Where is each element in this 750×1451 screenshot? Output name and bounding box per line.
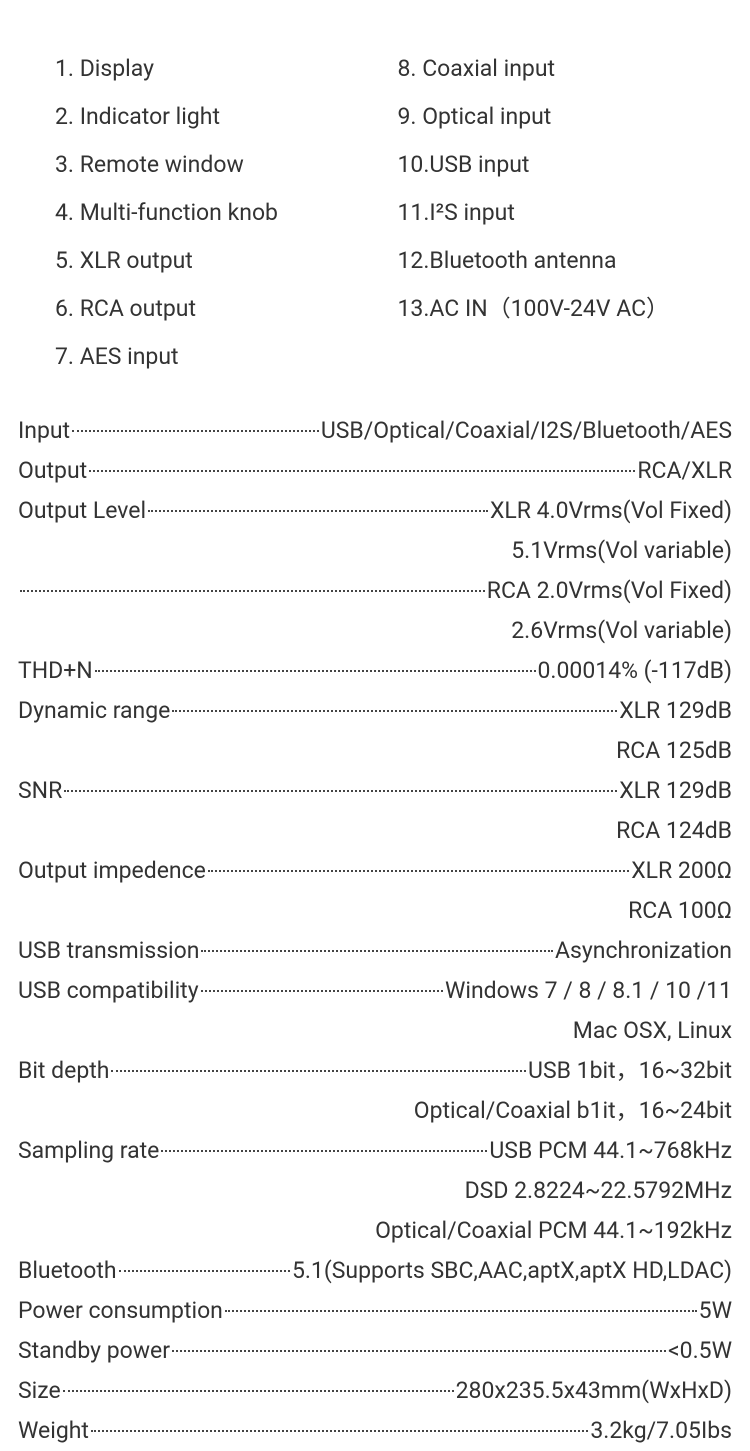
spec-row: Power consumption 5W (18, 1291, 732, 1331)
part-item: 1. Display (55, 45, 378, 93)
dot-leader (201, 990, 443, 992)
parts-list: 1. Display 2. Indicator light 3. Remote … (0, 0, 750, 411)
spec-row: Weight 3.2kg/7.05Ibs (18, 1411, 732, 1451)
spec-row: Size 280x235.5x43mm(WxHxD) (18, 1371, 732, 1411)
spec-label: Output (18, 451, 87, 491)
spec-value: XLR 4.0Vrms(Vol Fixed) (490, 491, 732, 531)
spec-value: 0.00014% (-117dB) (538, 651, 733, 691)
spec-label: Sampling rate (18, 1131, 159, 1171)
parts-column-left: 1. Display 2. Indicator light 3. Remote … (55, 45, 378, 381)
spec-value: USB/Optical/Coaxial/I2S/Bluetooth/AES (321, 411, 732, 451)
part-item: 2. Indicator light (55, 93, 378, 141)
spec-value-continuation: RCA 125dB (18, 731, 732, 771)
dot-leader (63, 1390, 454, 1392)
spec-label: Power consumption (18, 1291, 223, 1331)
spec-label: THD+N (18, 651, 93, 691)
dot-leader (64, 790, 617, 792)
spec-value: Windows 7 / 8 / 8.1 / 10 /11 (445, 971, 732, 1011)
dot-leader (95, 670, 536, 672)
spec-row: Standby power <0.5W (18, 1331, 732, 1371)
spec-value: USB PCM 44.1~768kHz (489, 1131, 732, 1171)
parts-column-right: 8. Coaxial input 9. Optical input 10.USB… (378, 45, 721, 381)
spec-value: 5W (699, 1291, 732, 1331)
spec-row: Output Level XLR 4.0Vrms(Vol Fixed) (18, 491, 732, 531)
spec-value-continuation: Mac OSX, Linux (18, 1011, 732, 1051)
part-item: 9. Optical input (398, 93, 721, 141)
part-item: 13.AC IN（100V-24V AC） (398, 285, 721, 333)
part-item: 12.Bluetooth antenna (398, 237, 721, 285)
spec-value-continuation: 2.6Vrms(Vol variable) (18, 611, 732, 651)
spec-value: Asynchronization (555, 931, 732, 971)
spec-label: USB transmission (18, 931, 199, 971)
spec-label: Weight (18, 1411, 89, 1451)
spec-label: SNR (18, 771, 62, 811)
dot-leader (201, 950, 553, 952)
spec-row: Output RCA/XLR (18, 451, 732, 491)
spec-value-continuation: RCA 100Ω (18, 891, 732, 931)
spec-row: Input USB/Optical/Coaxial/I2S/Bluetooth/A… (18, 411, 732, 451)
dot-leader (208, 870, 629, 872)
dot-leader (172, 710, 617, 712)
dot-leader (161, 1150, 487, 1152)
dot-leader (111, 1070, 526, 1072)
dot-leader (148, 510, 488, 512)
spec-value-continuation: RCA 124dB (18, 811, 732, 851)
spec-row: THD+N 0.00014% (-117dB) (18, 651, 732, 691)
spec-row: USB transmission Asynchronization (18, 931, 732, 971)
spec-row: Sampling rate USB PCM 44.1~768kHz (18, 1131, 732, 1171)
spec-value-continuation: Optical/Coaxial b1it，16~24bit (18, 1091, 732, 1131)
dot-leader (20, 590, 485, 592)
part-item: 11.I²S input (398, 189, 721, 237)
spec-value: RCA 2.0Vrms(Vol Fixed) (487, 571, 732, 611)
part-item: 8. Coaxial input (398, 45, 721, 93)
dot-leader (91, 1430, 588, 1432)
spec-value: 5.1(Supports SBC,AAC,aptX,aptX HD,LDAC) (292, 1251, 732, 1291)
dot-leader (72, 430, 319, 432)
spec-label: Dynamic range (18, 691, 170, 731)
spec-row: RCA 2.0Vrms(Vol Fixed) (18, 571, 732, 611)
spec-value: XLR 129dB (619, 771, 732, 811)
spec-value: USB 1bit，16~32bit (528, 1051, 732, 1091)
spec-label: Bit depth (18, 1051, 109, 1091)
part-item: 5. XLR output (55, 237, 378, 285)
dot-leader (119, 1270, 290, 1272)
spec-row: Dynamic range XLR 129dB (18, 691, 732, 731)
spec-row: Bit depth USB 1bit，16~32bit (18, 1051, 732, 1091)
spec-row: Bluetooth 5.1(Supports SBC,AAC,aptX,aptX … (18, 1251, 732, 1291)
spec-value: <0.5W (668, 1331, 732, 1371)
specs-table: Input USB/Optical/Coaxial/I2S/Bluetooth/A… (0, 411, 750, 1451)
spec-label: Size (18, 1371, 61, 1411)
dot-leader (225, 1310, 697, 1312)
dot-leader (172, 1350, 666, 1352)
spec-value-continuation: Optical/Coaxial PCM 44.1~192kHz (18, 1211, 732, 1251)
spec-row: Output impedence XLR 200Ω (18, 851, 732, 891)
spec-label: USB compatibility (18, 971, 199, 1011)
part-item: 3. Remote window (55, 141, 378, 189)
spec-value-continuation: 5.1Vrms(Vol variable) (18, 531, 732, 571)
dot-leader (89, 470, 635, 472)
spec-value: XLR 200Ω (631, 851, 732, 891)
part-item: 10.USB input (398, 141, 721, 189)
spec-label: Input (18, 411, 70, 451)
spec-row: SNR XLR 129dB (18, 771, 732, 811)
spec-value: 280x235.5x43mm(WxHxD) (456, 1371, 732, 1411)
spec-row: USB compatibility Windows 7 / 8 / 8.1 / … (18, 971, 732, 1011)
spec-label: Output impedence (18, 851, 206, 891)
spec-value-continuation: DSD 2.8224~22.5792MHz (18, 1171, 732, 1211)
spec-value: RCA/XLR (637, 451, 732, 491)
spec-label: Output Level (18, 491, 146, 531)
part-item: 7. AES input (55, 333, 378, 381)
part-item: 6. RCA output (55, 285, 378, 333)
spec-label: Standby power (18, 1331, 170, 1371)
spec-value: XLR 129dB (619, 691, 732, 731)
spec-value: 3.2kg/7.05Ibs (590, 1411, 732, 1451)
part-item: 4. Multi-function knob (55, 189, 378, 237)
spec-label: Bluetooth (18, 1251, 117, 1291)
